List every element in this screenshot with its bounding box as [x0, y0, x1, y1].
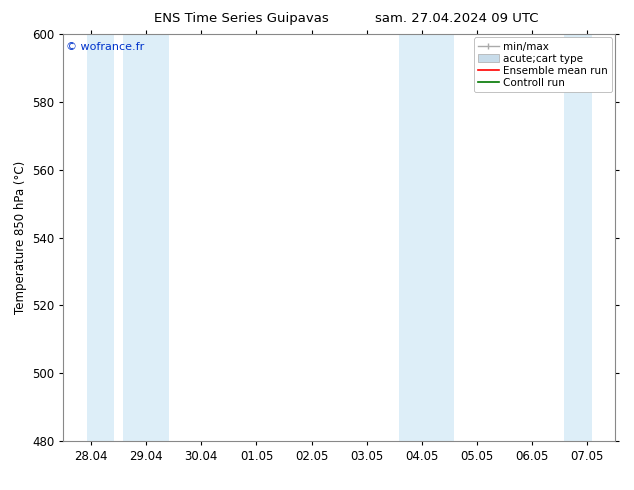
Text: sam. 27.04.2024 09 UTC: sam. 27.04.2024 09 UTC	[375, 12, 538, 25]
Bar	[87, 34, 114, 441]
Legend: min/max, acute;cart type, Ensemble mean run, Controll run: min/max, acute;cart type, Ensemble mean …	[474, 37, 612, 92]
Bar	[564, 34, 592, 441]
Bar	[426, 34, 454, 441]
Bar	[123, 34, 169, 441]
Y-axis label: Temperature 850 hPa (°C): Temperature 850 hPa (°C)	[13, 161, 27, 314]
Text: © wofrance.fr: © wofrance.fr	[66, 43, 145, 52]
Bar	[399, 34, 426, 441]
Text: ENS Time Series Guipavas: ENS Time Series Guipavas	[153, 12, 328, 25]
